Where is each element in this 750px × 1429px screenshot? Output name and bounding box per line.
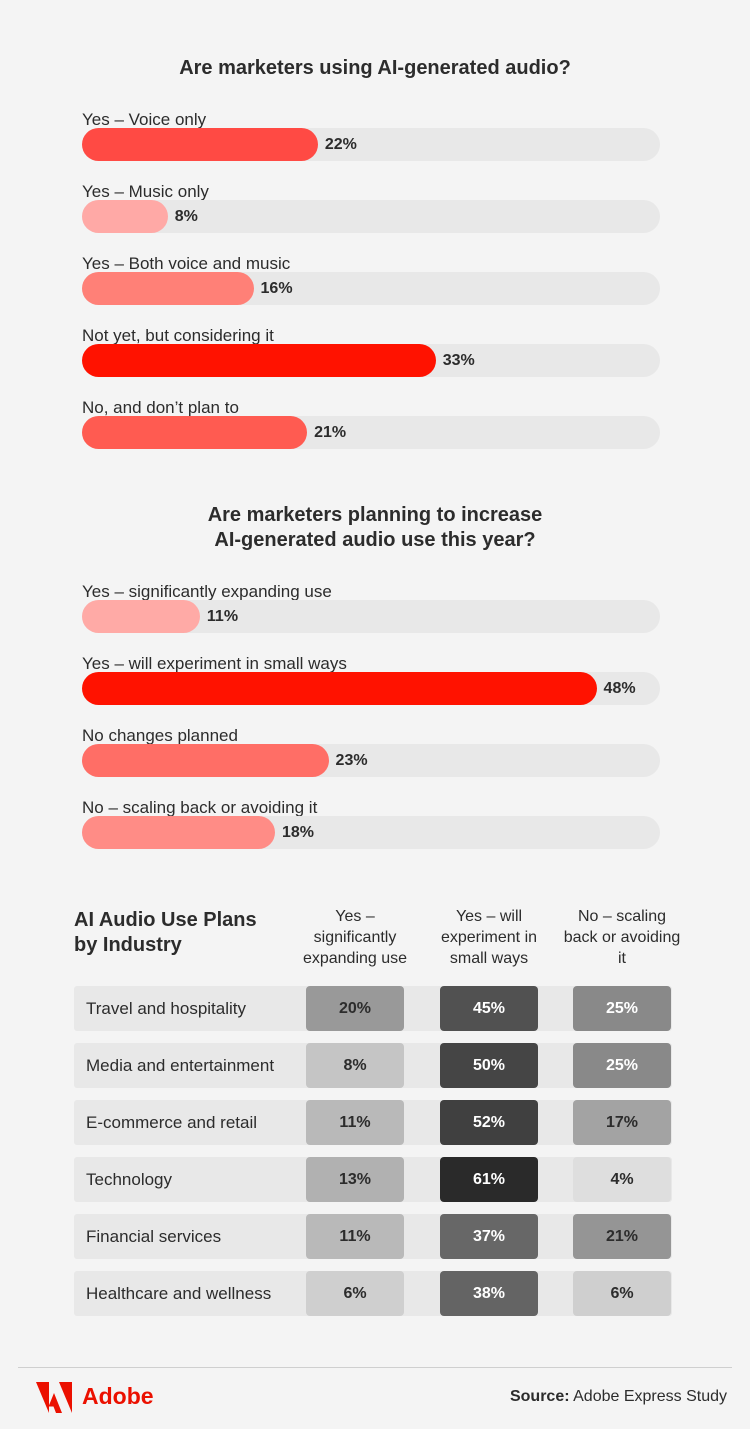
heat-cell: 20%: [306, 986, 404, 1031]
heat-cell: 45%: [440, 986, 538, 1031]
category-label: No – scaling back or avoiding it: [82, 798, 318, 817]
row-label: Financial services: [86, 1227, 222, 1246]
brand: Adobe: [82, 1383, 154, 1409]
value-label: 8%: [174, 208, 198, 225]
category-label: No, and don’t plan to: [82, 398, 239, 417]
heat-cell: 4%: [573, 1157, 671, 1202]
category-label: Not yet, but considering it: [82, 326, 274, 345]
value-label: 18%: [281, 824, 314, 841]
table-title: AI Audio Use Plans by Industry: [74, 909, 257, 956]
category-label: Yes – significantly expanding use: [82, 582, 332, 601]
heat-cell: 21%: [573, 1214, 671, 1259]
value-label: 11%: [206, 608, 239, 625]
heat-cell: 52%: [440, 1100, 538, 1145]
heat-cell: 61%: [440, 1157, 538, 1202]
column-header: No – scaling back or avoiding it: [563, 908, 681, 967]
value-label: 33%: [442, 352, 475, 369]
row-label: E-commerce and retail: [86, 1113, 258, 1132]
bar: [82, 416, 308, 449]
bar: [82, 672, 597, 705]
row-label: Media and entertainment: [86, 1056, 275, 1075]
chart-title: Are marketers using AI-generated audio?: [179, 57, 571, 79]
value-label: 22%: [324, 136, 357, 153]
heat-cell: 11%: [306, 1100, 404, 1145]
heat-cell: 37%: [440, 1214, 538, 1259]
heat-cell: 13%: [306, 1157, 404, 1202]
category-label: Yes – Voice only: [82, 110, 207, 129]
bar: [82, 744, 329, 777]
category-label: No changes planned: [82, 726, 238, 745]
bar: [82, 344, 436, 377]
heat-cell: 11%: [306, 1214, 404, 1259]
bar: [82, 128, 318, 161]
category-label: Yes – will experiment in small ways: [82, 654, 347, 673]
heat-cell: 25%: [573, 986, 671, 1031]
source-text: Adobe Express Study: [573, 1388, 727, 1405]
adobe-logo: [36, 1382, 72, 1413]
heat-cell: 6%: [306, 1271, 404, 1316]
value-label: 16%: [260, 280, 293, 297]
heat-cell: 50%: [440, 1043, 538, 1088]
value-label: 21%: [314, 424, 347, 441]
bar-track: [82, 200, 660, 233]
row-label: Technology: [86, 1170, 173, 1189]
bar: [82, 816, 275, 849]
heat-cell: 6%: [573, 1271, 671, 1316]
chart-title: Are marketers planning to increase AI-ge…: [207, 504, 543, 551]
divider: [18, 1367, 732, 1368]
category-label: Yes – Music only: [82, 182, 209, 201]
bar: [82, 200, 168, 233]
bar: [82, 600, 200, 633]
heat-cell: 25%: [573, 1043, 671, 1088]
value-label: 23%: [335, 752, 368, 769]
category-label: Yes – Both voice and music: [82, 254, 291, 273]
source-label: Source:: [509, 1388, 570, 1405]
column-header: Yes – will experiment in small ways: [440, 908, 538, 967]
row-label: Travel and hospitality: [86, 999, 247, 1018]
column-header: Yes – significantly expanding use: [302, 908, 408, 967]
heat-cell: 38%: [440, 1271, 538, 1316]
source: Source: Adobe Express Study: [510, 1388, 727, 1406]
heat-cell: 8%: [306, 1043, 404, 1088]
value-label: 48%: [603, 680, 636, 697]
row-label: Healthcare and wellness: [86, 1284, 272, 1303]
heat-cell: 17%: [573, 1100, 671, 1145]
bar: [82, 272, 254, 305]
